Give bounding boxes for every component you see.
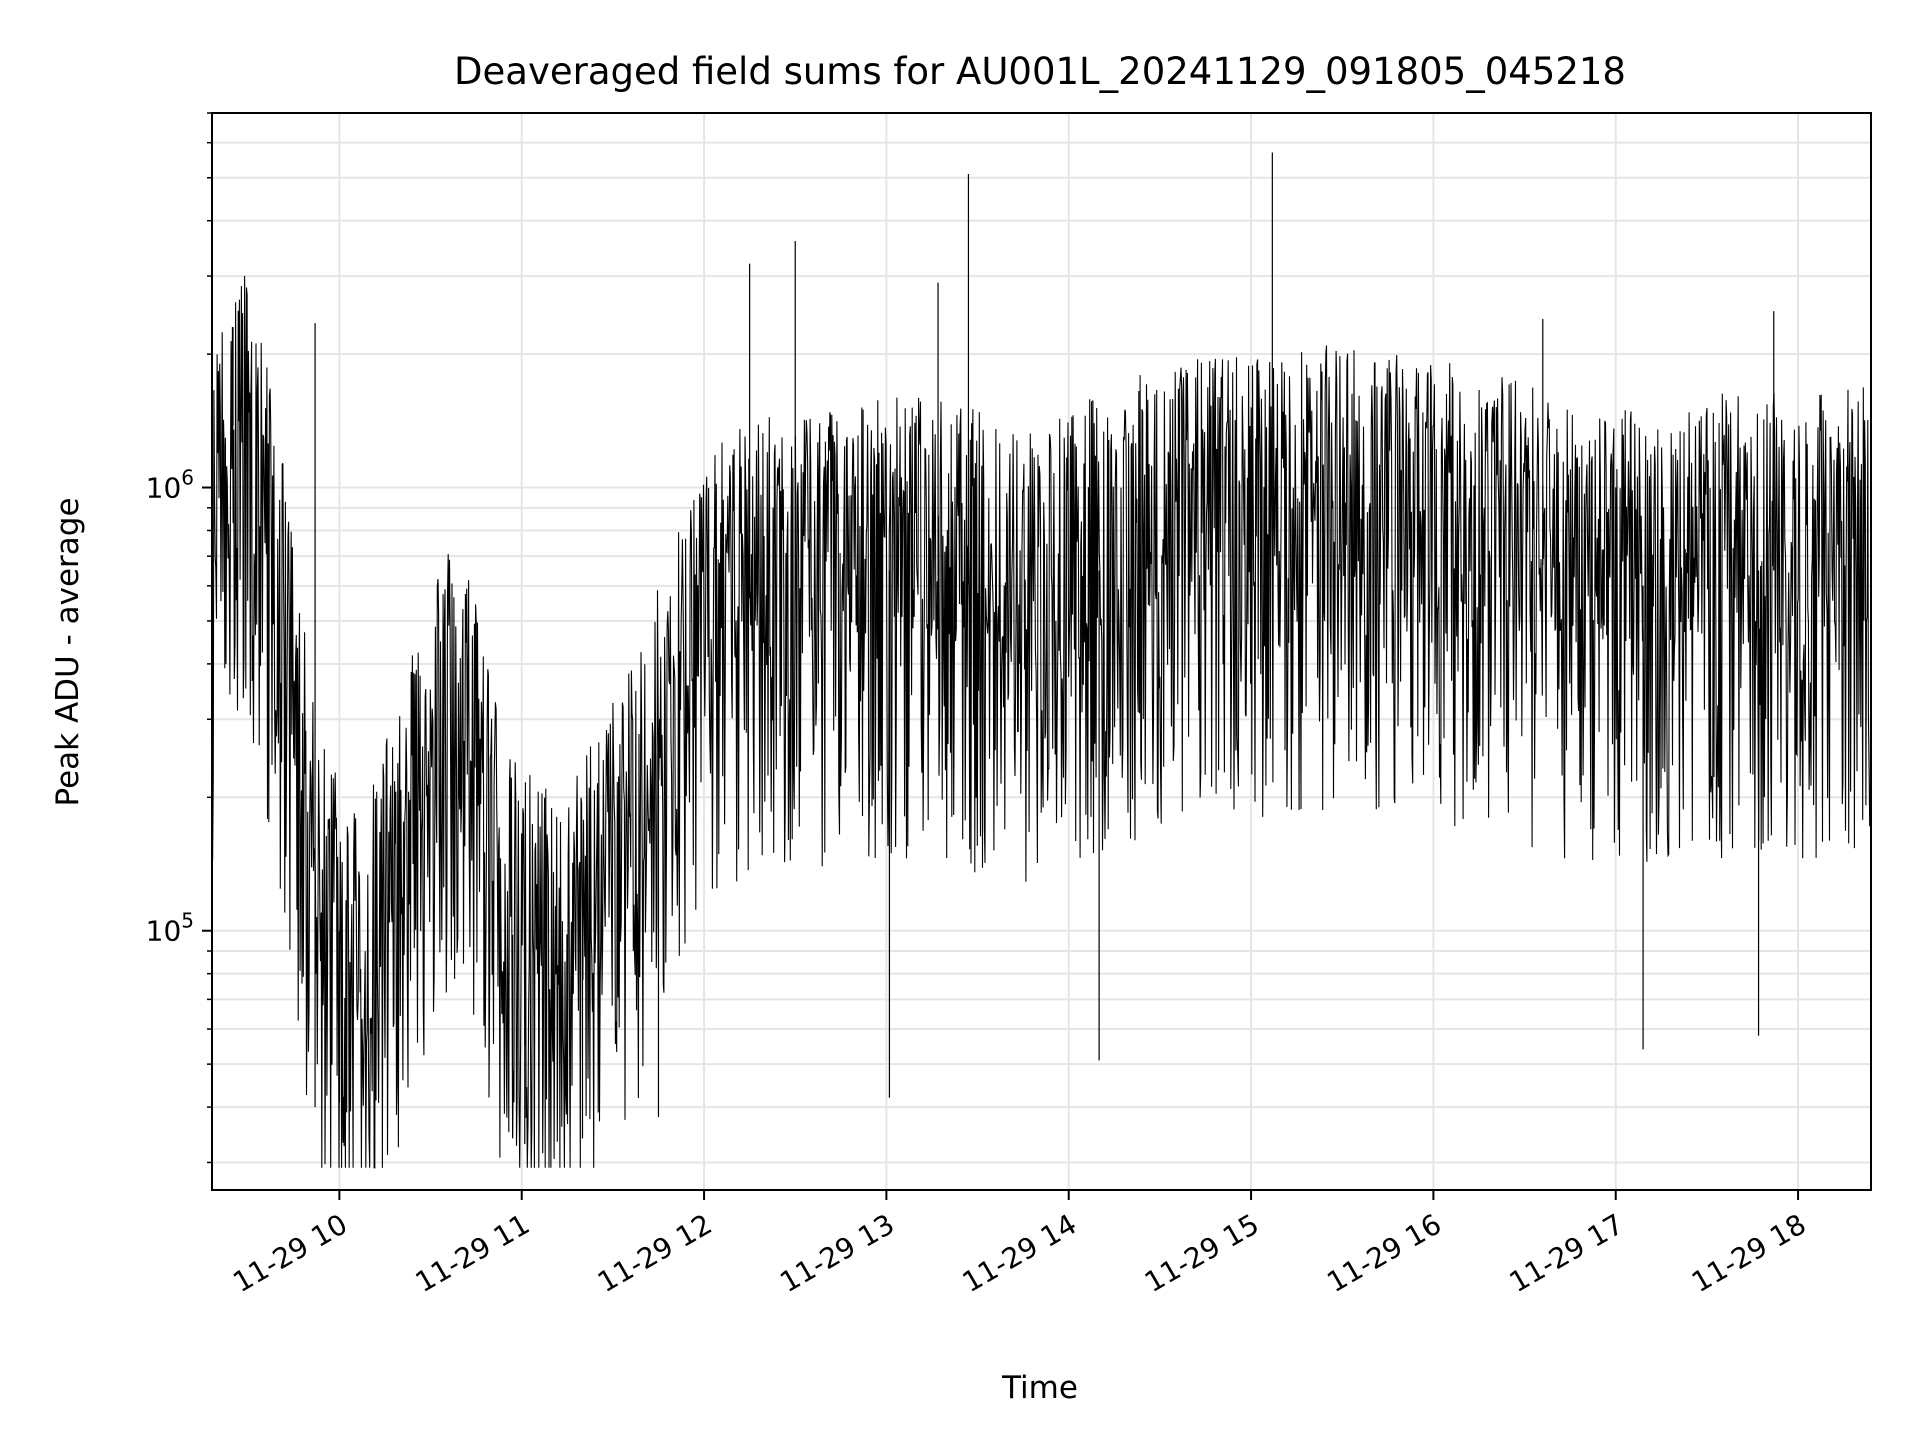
x-tick-label: 11-29 15 [1139, 1207, 1265, 1299]
x-tick-label: 11-29 11 [410, 1207, 536, 1299]
y-tick-label: 105 [146, 909, 194, 948]
x-axis: 11-29 10 11-29 11 11-29 12 11-29 13 11-29 14… [227, 1190, 1812, 1299]
x-tick-label: 11-29 16 [1321, 1207, 1447, 1299]
grid-layer [212, 112, 1871, 1190]
y-axis-label: Peak ADU - average [50, 497, 86, 806]
series-layer [211, 152, 1872, 1169]
x-tick-label: 11-29 12 [592, 1207, 718, 1299]
x-tick-label: 11-29 14 [957, 1207, 1083, 1299]
series-line [211, 275, 1872, 1169]
x-tick-label: 11-29 18 [1686, 1207, 1812, 1299]
chart-title: Deaveraged field sums for AU001L_2024112… [454, 50, 1626, 93]
y-tick-label: 106 [146, 466, 194, 505]
x-tick-label: 11-29 10 [227, 1207, 353, 1299]
plot-frame [211, 112, 1872, 1191]
x-axis-label: Time [1001, 1370, 1078, 1406]
y-axis: 105 106 [146, 112, 212, 1164]
x-tick-label: 11-29 13 [774, 1207, 900, 1299]
x-tick-label: 11-29 17 [1504, 1207, 1630, 1299]
